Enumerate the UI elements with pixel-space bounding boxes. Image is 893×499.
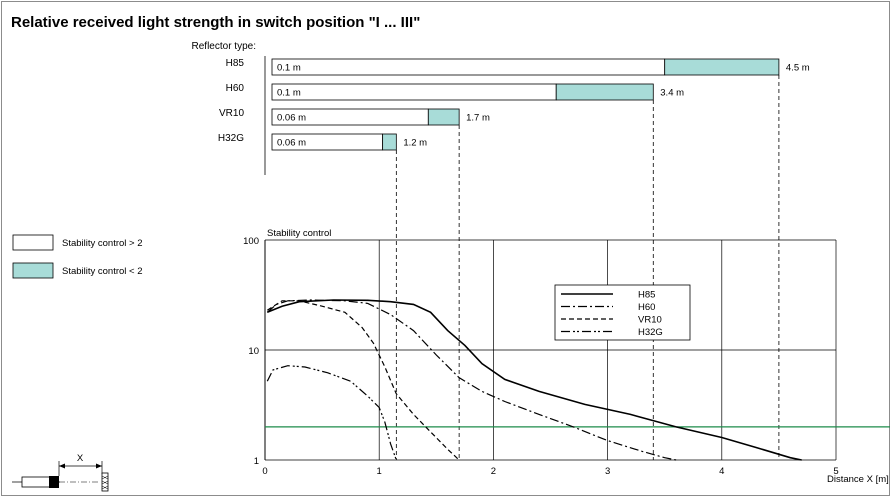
legend-label-vr10: VR10 bbox=[638, 315, 662, 326]
range-bar-unstable-h32g bbox=[382, 133, 397, 151]
reflector-type-label: Reflector type: bbox=[192, 41, 256, 52]
range-bar-stable-h60 bbox=[271, 83, 557, 101]
chart-title: Relative received light strength in swit… bbox=[11, 14, 421, 31]
range-end-label-h32g: 1.2 m bbox=[403, 138, 427, 149]
range-bar-stable-h85 bbox=[271, 58, 666, 76]
series-line-vr10 bbox=[266, 300, 460, 461]
range-start-label-h85: 0.1 m bbox=[277, 63, 301, 74]
series-line-h60 bbox=[266, 299, 677, 461]
range-start-label-h60: 0.1 m bbox=[277, 88, 301, 99]
reflector-icon bbox=[101, 472, 109, 492]
y-tick-label: 1 bbox=[254, 456, 259, 467]
range-bar-unstable-h85 bbox=[664, 58, 780, 76]
range-start-label-vr10: 0.06 m bbox=[277, 113, 306, 124]
range-name-h32g: H32G bbox=[218, 133, 244, 144]
legend-label-h85: H85 bbox=[638, 290, 655, 301]
series-line-h32g bbox=[266, 365, 397, 461]
range-end-label-vr10: 1.7 m bbox=[466, 113, 490, 124]
range-bar-unstable-h60 bbox=[555, 83, 654, 101]
sensor-reflector-diagram: X bbox=[12, 453, 109, 492]
y-axis-label: Stability control bbox=[267, 228, 331, 239]
range-name-h85: H85 bbox=[226, 58, 245, 69]
stability-legend: Stability control > 2 Stability control … bbox=[12, 234, 143, 279]
legend-label-h60: H60 bbox=[638, 302, 655, 313]
x-tick-label: 0 bbox=[262, 466, 267, 477]
range-name-h60: H60 bbox=[226, 83, 245, 94]
sensor-lens-icon bbox=[49, 476, 59, 488]
x-tick-label: 3 bbox=[605, 466, 610, 477]
x-tick-label: 1 bbox=[377, 466, 382, 477]
reflector-hatch-icon bbox=[101, 475, 109, 490]
range-bars: H85 0.1 m 4.5 m H60 0.1 m 3.4 m VR10 0.06 m 1.7 … bbox=[218, 56, 810, 460]
legend-box-unstable-label: Stability control < 2 bbox=[62, 266, 143, 277]
range-end-label-h85: 4.5 m bbox=[786, 63, 810, 74]
sensor-body-icon bbox=[21, 476, 53, 488]
x-tick-label: 5 bbox=[833, 466, 838, 477]
legend-label-h32g: H32G bbox=[638, 327, 663, 338]
y-tick-label: 10 bbox=[248, 346, 259, 357]
range-name-vr10: VR10 bbox=[219, 108, 244, 119]
x-tick-label: 2 bbox=[491, 466, 496, 477]
series-line-h85 bbox=[266, 299, 802, 461]
legend-box-stable bbox=[12, 234, 54, 251]
legend-box-stable-label: Stability control > 2 bbox=[62, 238, 143, 249]
y-tick-label: 100 bbox=[243, 236, 259, 247]
range-start-label-h32g: 0.06 m bbox=[277, 138, 306, 149]
x-tick-label: 4 bbox=[719, 466, 724, 477]
range-end-label-h60: 3.4 m bbox=[660, 88, 684, 99]
x-axis-label: Distance X [m] bbox=[827, 474, 889, 485]
distance-label: X bbox=[77, 453, 84, 464]
legend-box-unstable bbox=[12, 262, 54, 279]
range-bar-unstable-vr10 bbox=[427, 108, 460, 126]
